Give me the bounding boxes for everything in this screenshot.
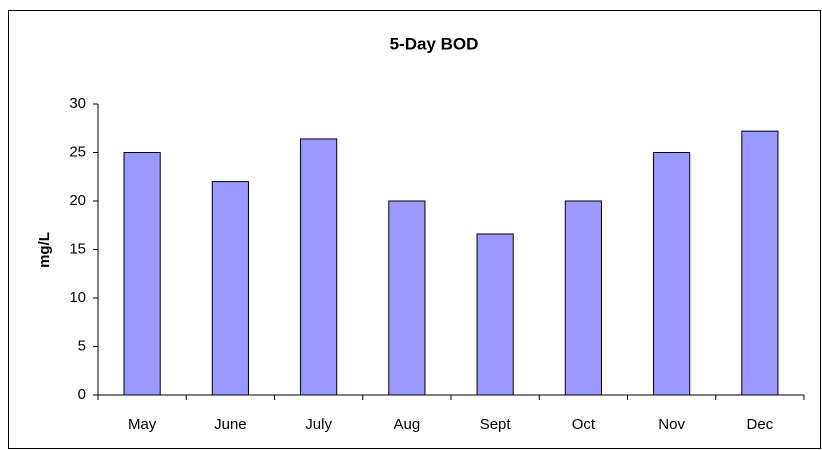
chart-title: 5-Day BOD xyxy=(390,34,479,53)
y-tick-label: 30 xyxy=(69,95,86,112)
x-tick-label: Oct xyxy=(572,416,596,433)
x-tick-label: May xyxy=(128,416,157,433)
bar xyxy=(741,130,779,396)
bar xyxy=(211,181,249,396)
x-tick-label: Nov xyxy=(658,416,685,433)
y-tick-label: 0 xyxy=(78,386,86,403)
y-tick-label: 10 xyxy=(69,289,86,306)
x-tick-label: Dec xyxy=(747,416,774,433)
bar xyxy=(388,200,426,396)
bar xyxy=(653,152,691,396)
bar xyxy=(123,152,161,396)
y-axis-label: mg/L xyxy=(36,232,53,268)
y-tick-label: 25 xyxy=(69,143,86,160)
y-tick-label: 15 xyxy=(69,240,86,257)
bar xyxy=(564,200,602,396)
y-tick-label: 20 xyxy=(69,192,86,209)
x-tick-label: Aug xyxy=(394,416,421,433)
x-tick-label: June xyxy=(214,416,247,433)
bar xyxy=(300,138,338,396)
y-tick-label: 5 xyxy=(78,337,86,354)
x-tick-label: July xyxy=(305,416,332,433)
x-tick-label: Sept xyxy=(480,416,512,433)
bar xyxy=(476,233,514,396)
